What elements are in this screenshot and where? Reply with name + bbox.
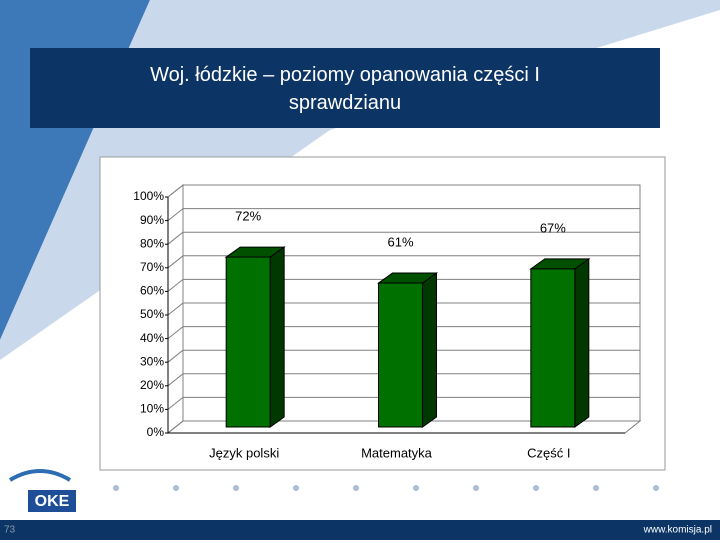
grid-line-side	[167, 255, 184, 269]
bar-side	[269, 246, 285, 428]
bar-side	[574, 257, 590, 428]
grid-line-side	[167, 326, 184, 339]
grid-line-side	[167, 279, 184, 292]
y-tick-label: 40%	[140, 331, 164, 345]
logo-box	[28, 490, 76, 512]
x-tick-label: Matematyka	[361, 445, 433, 460]
y-tick-label: 90%	[140, 213, 164, 227]
grid-line-side	[167, 397, 184, 410]
bar	[530, 268, 576, 428]
x-tick-label: Język polski	[209, 445, 279, 460]
dot	[473, 485, 479, 491]
chart-title: Woj. łódzkie – poziomy opanowania części…	[150, 64, 540, 114]
bar	[225, 256, 271, 428]
grid-line-side	[167, 373, 184, 387]
value-label: 61%	[387, 234, 413, 249]
value-label: 72%	[235, 209, 261, 224]
grid-line-side	[167, 349, 184, 363]
grid-line-side	[167, 302, 184, 316]
dot	[653, 485, 659, 491]
grid-line-side	[167, 420, 184, 434]
title-box	[30, 48, 660, 128]
footer-bar	[0, 520, 720, 540]
grid-line-side	[167, 208, 184, 221]
y-tick-label: 30%	[140, 354, 164, 368]
value-label: 67%	[540, 220, 566, 235]
dot	[233, 485, 239, 491]
dot	[293, 485, 299, 491]
y-tick-label: 100%	[133, 189, 164, 203]
grid-line-side	[167, 184, 184, 198]
y-tick-label: 20%	[140, 378, 164, 392]
x-tick-label: Część I	[527, 445, 570, 460]
dot	[413, 485, 419, 491]
y-tick-label: 80%	[140, 236, 164, 250]
dot	[533, 485, 539, 491]
slide-number: 73	[4, 525, 16, 536]
footer-url: www.komisja.pl	[643, 525, 712, 536]
y-tick-label: 50%	[140, 307, 164, 321]
grid-line-side	[167, 231, 184, 245]
bar-side	[422, 272, 437, 428]
dots	[113, 485, 659, 491]
dot	[113, 485, 119, 491]
logo: OKE	[35, 493, 70, 510]
dot	[353, 485, 359, 491]
y-tick-label: 60%	[140, 284, 164, 298]
plot: 0% 10% 20% 30% 40% 50% 60% 70% 80% 90% 100% Język p…	[133, 183, 642, 460]
y-tick-label: 0%	[147, 425, 165, 439]
dot	[593, 485, 599, 491]
y-tick-label: 70%	[140, 260, 164, 274]
dot	[173, 485, 179, 491]
bar	[378, 282, 423, 428]
logo-wave	[8, 469, 72, 482]
y-tick-label: 10%	[140, 402, 164, 416]
